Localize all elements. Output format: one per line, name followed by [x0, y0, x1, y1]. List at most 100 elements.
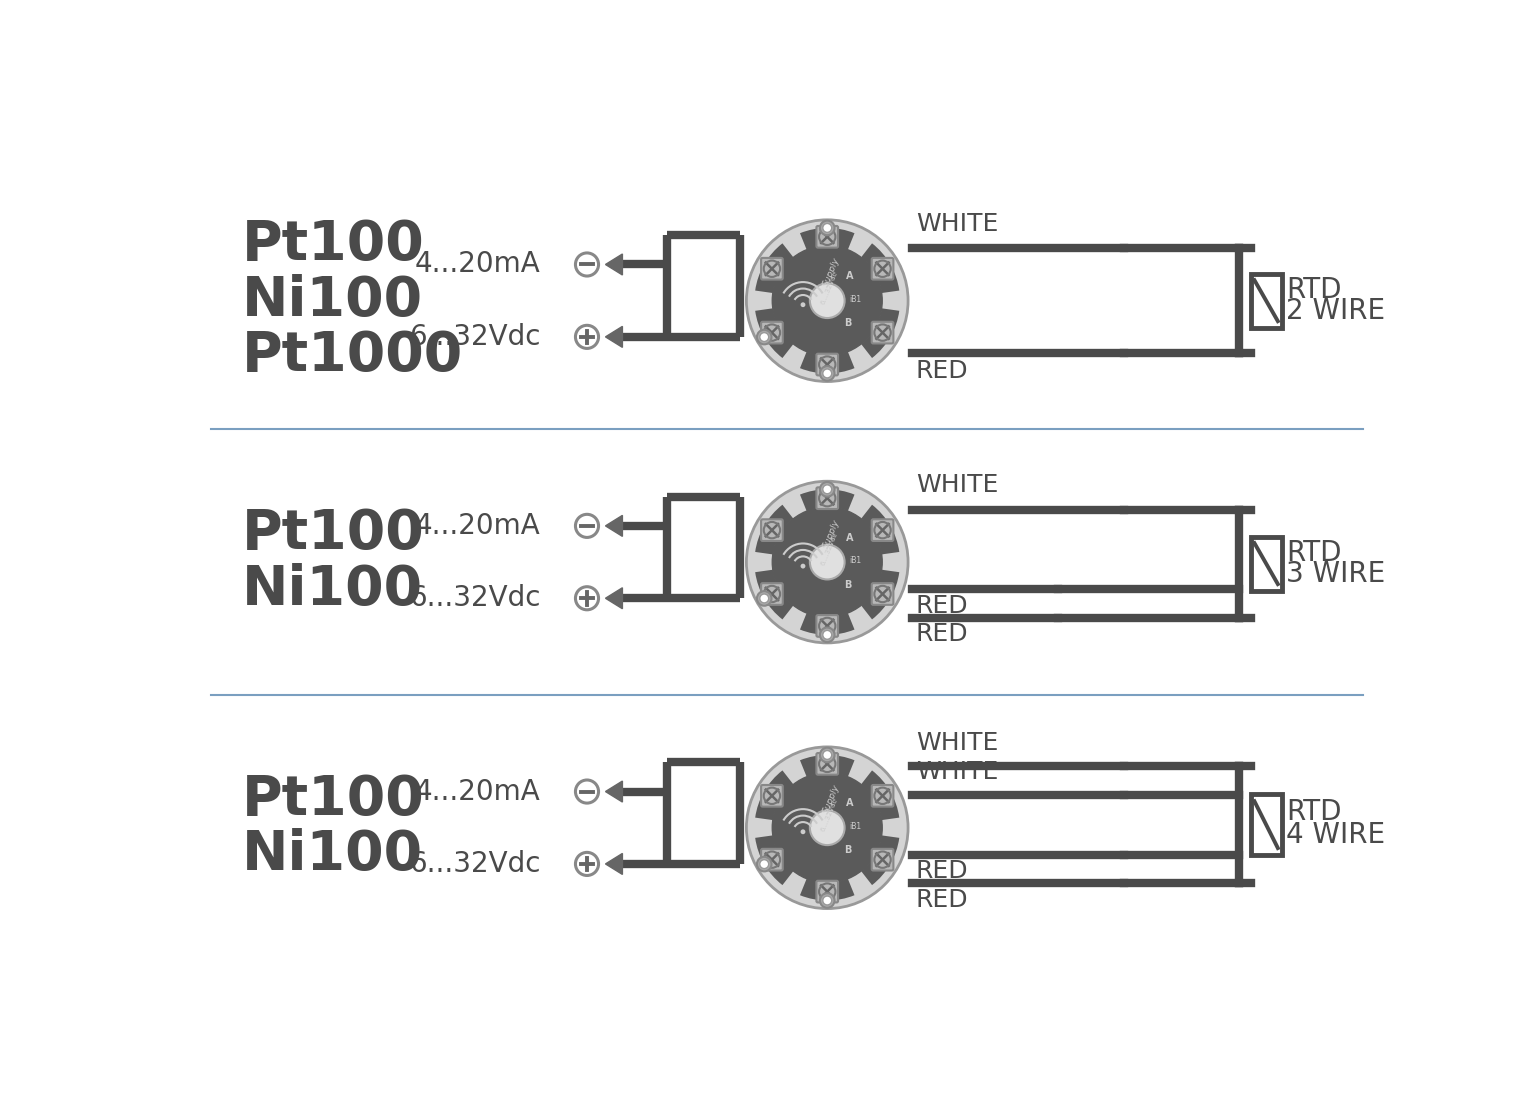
Circle shape [773, 772, 882, 883]
Circle shape [820, 366, 834, 381]
FancyBboxPatch shape [760, 849, 783, 870]
Text: 6...32Vdc: 6...32Vdc [409, 584, 541, 612]
Text: 6....32Vdc: 6....32Vdc [820, 532, 839, 567]
FancyBboxPatch shape [760, 322, 783, 344]
Wedge shape [800, 755, 854, 777]
Text: 4 WIRE: 4 WIRE [1286, 821, 1385, 849]
Wedge shape [800, 352, 854, 374]
Circle shape [820, 748, 834, 762]
Text: Pt100: Pt100 [243, 508, 425, 561]
Circle shape [823, 224, 831, 233]
Text: Pt100: Pt100 [243, 218, 425, 273]
Circle shape [746, 220, 908, 382]
Wedge shape [862, 244, 899, 293]
FancyBboxPatch shape [872, 849, 894, 870]
Wedge shape [800, 228, 854, 249]
Circle shape [823, 370, 831, 378]
Text: WHITE: WHITE [915, 473, 998, 498]
Text: WHITE: WHITE [915, 760, 998, 784]
Text: RED: RED [915, 888, 968, 912]
Circle shape [576, 325, 599, 348]
Text: Pt100: Pt100 [243, 774, 425, 827]
Text: RTD: RTD [1286, 798, 1341, 826]
Circle shape [823, 750, 831, 759]
Text: RED: RED [915, 593, 968, 618]
Text: iB1: iB1 [849, 295, 862, 304]
Circle shape [760, 333, 768, 342]
FancyBboxPatch shape [817, 880, 839, 903]
Text: Ni100: Ni100 [243, 828, 422, 883]
FancyBboxPatch shape [760, 583, 783, 604]
Bar [1250, 536, 1281, 591]
Wedge shape [756, 770, 794, 820]
Text: RTD: RTD [1286, 276, 1341, 304]
Text: A: A [846, 272, 854, 282]
Circle shape [820, 628, 834, 642]
Wedge shape [800, 490, 854, 511]
Wedge shape [800, 613, 854, 634]
FancyBboxPatch shape [817, 487, 839, 509]
Bar [1250, 794, 1281, 856]
Wedge shape [756, 244, 794, 293]
Wedge shape [756, 570, 794, 620]
Text: Ni100: Ni100 [243, 563, 422, 617]
FancyBboxPatch shape [760, 785, 783, 807]
Circle shape [823, 896, 831, 905]
Circle shape [809, 544, 845, 580]
FancyBboxPatch shape [872, 258, 894, 279]
FancyBboxPatch shape [817, 226, 839, 248]
Circle shape [773, 508, 882, 617]
Polygon shape [605, 515, 622, 536]
Circle shape [576, 587, 599, 610]
Text: 2 WIRE: 2 WIRE [1286, 297, 1385, 325]
Polygon shape [605, 326, 622, 347]
Text: iB1: iB1 [849, 821, 862, 830]
FancyBboxPatch shape [817, 354, 839, 375]
Circle shape [760, 594, 768, 603]
Text: B: B [843, 318, 851, 328]
Circle shape [823, 485, 831, 494]
Wedge shape [756, 308, 794, 358]
Circle shape [800, 563, 805, 569]
FancyBboxPatch shape [872, 583, 894, 604]
Text: iB1: iB1 [849, 556, 862, 565]
Text: 6....32Vdc: 6....32Vdc [820, 270, 839, 305]
Wedge shape [756, 836, 794, 885]
FancyBboxPatch shape [872, 520, 894, 541]
Circle shape [576, 853, 599, 876]
Text: 3 WIRE: 3 WIRE [1286, 560, 1385, 589]
Circle shape [760, 859, 768, 868]
Circle shape [576, 514, 599, 538]
Polygon shape [605, 781, 622, 802]
Circle shape [823, 630, 831, 639]
Text: 4...20mA: 4...20mA [415, 512, 541, 540]
FancyBboxPatch shape [760, 520, 783, 541]
Circle shape [757, 329, 771, 344]
Circle shape [800, 829, 805, 835]
Polygon shape [605, 588, 622, 609]
Wedge shape [756, 504, 794, 554]
Text: A: A [846, 798, 854, 808]
Circle shape [800, 303, 805, 307]
Text: 6...32Vdc: 6...32Vdc [409, 850, 541, 878]
Text: 4...20mA: 4...20mA [415, 778, 541, 806]
FancyBboxPatch shape [817, 754, 839, 775]
Text: Supply: Supply [822, 256, 842, 288]
Wedge shape [862, 836, 899, 885]
Text: RED: RED [915, 359, 968, 383]
Wedge shape [862, 308, 899, 358]
Text: Supply: Supply [822, 518, 842, 550]
Text: Ni100: Ni100 [243, 274, 422, 327]
Circle shape [757, 857, 771, 871]
Text: A: A [846, 533, 854, 543]
Circle shape [576, 780, 599, 804]
Polygon shape [605, 254, 622, 275]
Circle shape [820, 220, 834, 235]
FancyBboxPatch shape [760, 258, 783, 279]
Polygon shape [605, 854, 622, 875]
Wedge shape [862, 770, 899, 820]
Wedge shape [862, 570, 899, 620]
Text: RED: RED [915, 622, 968, 647]
Circle shape [809, 284, 845, 318]
Text: WHITE: WHITE [915, 211, 998, 236]
